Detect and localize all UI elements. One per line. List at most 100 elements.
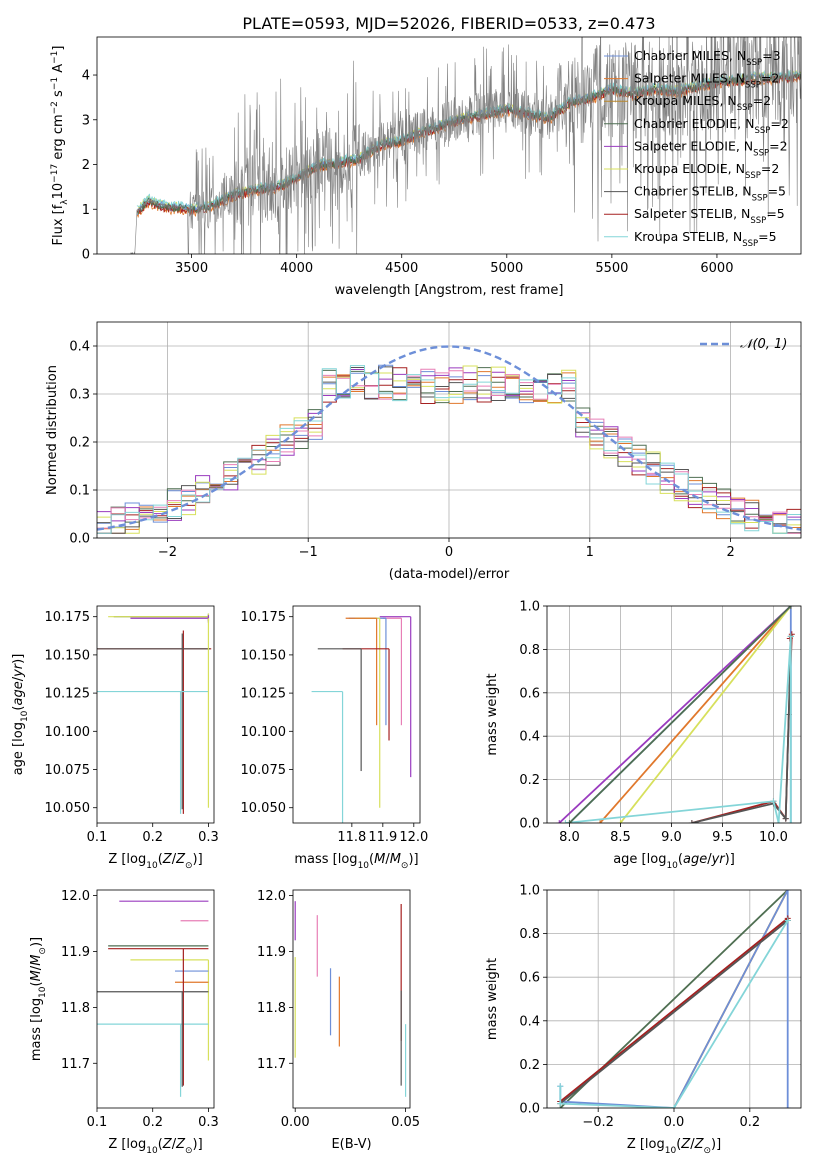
- y-tick-label: 10.100: [241, 725, 287, 740]
- axes-frame: [292, 889, 411, 1109]
- plot-area: [97, 613, 212, 814]
- x-tick-label: 11.8: [337, 830, 366, 845]
- y-tick-label: 11.7: [257, 1057, 286, 1072]
- axes-frame: [96, 889, 215, 1109]
- legend-label: Kroupa ELODIE, NSSP=2: [634, 161, 779, 181]
- plot-area: [311, 616, 412, 823]
- y-tick-label: 10.175: [241, 610, 287, 625]
- x-axis-label: (data-model)/error: [389, 567, 510, 582]
- figure-title: PLATE=0593, MJD=52026, FIBERID=0533, z=0…: [242, 14, 655, 33]
- plot-spectrum: 3500 4000 4500 5000 5500 6000 0 1 2 3 4 wavelength …: [50, 36, 802, 298]
- y-tick-label: 0: [82, 248, 90, 263]
- normal-curve: [97, 345, 801, 531]
- x-tick-label: 0.1: [87, 830, 108, 845]
- mass-weight-series: [558, 606, 792, 823]
- x-tick-label: 12.0: [399, 830, 428, 845]
- point-marker: [770, 798, 777, 805]
- mass-weight-series: [559, 919, 789, 1105]
- x-tick-label: 10.0: [759, 830, 788, 845]
- y-tick-label: 0.8: [519, 927, 540, 942]
- y-tick-label: 0.2: [519, 1058, 540, 1073]
- y-tick-label: 1.0: [519, 600, 540, 615]
- x-axis-label: age [log10(age/yr)]: [613, 852, 735, 871]
- x-tick-label: 9.0: [661, 830, 682, 845]
- plot-residuals: −2 −1 0 1 2 0.0 0.1 0.2 0.3 0.4 (data-model)/error…: [45, 321, 802, 582]
- y-tick-label: 10.150: [45, 648, 91, 663]
- y-tick-label: 0.6: [519, 686, 540, 701]
- y-tick-label: 0.8: [519, 643, 540, 658]
- y-tick-label: 10.125: [241, 687, 287, 702]
- point-marker: [688, 820, 695, 823]
- legend-label: Salpeter STELIB, NSSP=5: [634, 206, 785, 226]
- x-tick-label: 5000: [490, 261, 523, 276]
- x-tick-label: 3500: [175, 261, 208, 276]
- point-marker: [617, 820, 624, 823]
- y-axis-label: age [log10(age/yr)]: [11, 654, 30, 776]
- y-tick-label: 12.0: [257, 889, 286, 904]
- axes-frame: [292, 605, 421, 824]
- mass-weight-series: [619, 606, 792, 823]
- plot-z_vs_mass: 0.1 0.2 0.3 11.7 11.8 11.9 12.0 Z [log10(Z/Z⊙)]…: [29, 889, 219, 1156]
- x-tick-label: 0: [445, 545, 453, 560]
- y-tick-label: 10.150: [241, 648, 287, 663]
- axes-frame: [96, 36, 802, 255]
- y-tick-label: 10.175: [45, 610, 91, 625]
- y-tick-label: 0.4: [519, 1014, 540, 1029]
- point-marker: [784, 890, 791, 893]
- point-marker: [784, 917, 791, 924]
- y-tick-label: 10.075: [241, 763, 287, 778]
- x-tick-label: 0.2: [142, 1115, 163, 1130]
- plot-z_vs_age: 0.1 0.2 0.3 10.050 10.075 10.100 10.125 10.150 1…: [11, 605, 219, 871]
- y-axis-label: Flux [fλ10−17 erg cm−2 s−1 A−1]: [50, 46, 70, 246]
- x-tick-label: 4500: [385, 261, 418, 276]
- x-tick-label: −2: [158, 545, 177, 560]
- x-tick-label: 0.05: [391, 1115, 420, 1130]
- y-tick-label: 11.8: [61, 1001, 90, 1016]
- point-marker: [557, 1100, 564, 1107]
- plot-ebv_vs_mass: 0.00 0.05 11.7 11.8 11.9 12.0 E(B-V): [257, 889, 420, 1152]
- x-tick-label: −0.2: [582, 1115, 614, 1130]
- plot-area: [556, 606, 795, 823]
- y-tick-label: 0.0: [519, 1102, 540, 1117]
- plot-area: [97, 345, 801, 534]
- x-axis-label: Z [log10(Z/Z⊙)]: [108, 1137, 202, 1156]
- y-tick-label: 0.3: [69, 388, 90, 403]
- y-tick-label: 10.050: [45, 801, 91, 816]
- x-tick-label: 11.9: [368, 830, 397, 845]
- y-tick-label: 10.100: [45, 725, 91, 740]
- plot-mass_vs_age: 11.8 11.9 12.0 10.050 10.075 10.100 10.125 10.1…: [241, 605, 428, 871]
- y-tick-label: 11.9: [61, 945, 90, 960]
- y-tick-label: 11.9: [257, 945, 286, 960]
- axes-frame: [546, 605, 802, 824]
- point-marker: [566, 820, 573, 823]
- x-axis-label: mass [log10(M/M⊙)]: [294, 852, 418, 871]
- point-marker: [787, 820, 794, 823]
- point-marker: [562, 820, 569, 823]
- y-axis-label: mass weight: [485, 673, 500, 755]
- point-marker: [556, 820, 563, 823]
- legend-label: Chabrier STELIB, NSSP=5: [634, 184, 786, 204]
- x-axis-label: E(B-V): [331, 1137, 371, 1152]
- x-tick-label: 0.2: [739, 1115, 760, 1130]
- x-axis-label: Z [log10(Z/Z⊙)]: [108, 852, 202, 871]
- y-tick-label: 2: [82, 158, 90, 173]
- legend-label: Kroupa STELIB, NSSP=5: [634, 229, 777, 249]
- mass-weight-series: [568, 606, 792, 823]
- legend-label: Salpeter MILES, NSSP=2: [634, 71, 779, 91]
- x-tick-label: 5500: [595, 261, 628, 276]
- plot-area: [130, 37, 801, 254]
- x-tick-label: 0.2: [142, 830, 163, 845]
- axes-frame: [96, 321, 802, 539]
- y-axis-label: mass [log10(M/M⊙)]: [29, 937, 48, 1061]
- y-tick-label: 10.050: [241, 801, 287, 816]
- y-tick-label: 0.0: [519, 817, 540, 832]
- x-tick-label: 0.00: [281, 1115, 310, 1130]
- point-marker: [671, 1105, 677, 1108]
- y-tick-label: 0.4: [69, 340, 90, 355]
- y-tick-label: 0.4: [519, 730, 540, 745]
- y-tick-label: 1.0: [519, 884, 540, 899]
- y-tick-label: 12.0: [61, 889, 90, 904]
- x-axis-label: wavelength [Angstrom, rest frame]: [335, 283, 564, 298]
- y-tick-label: 0.6: [519, 971, 540, 986]
